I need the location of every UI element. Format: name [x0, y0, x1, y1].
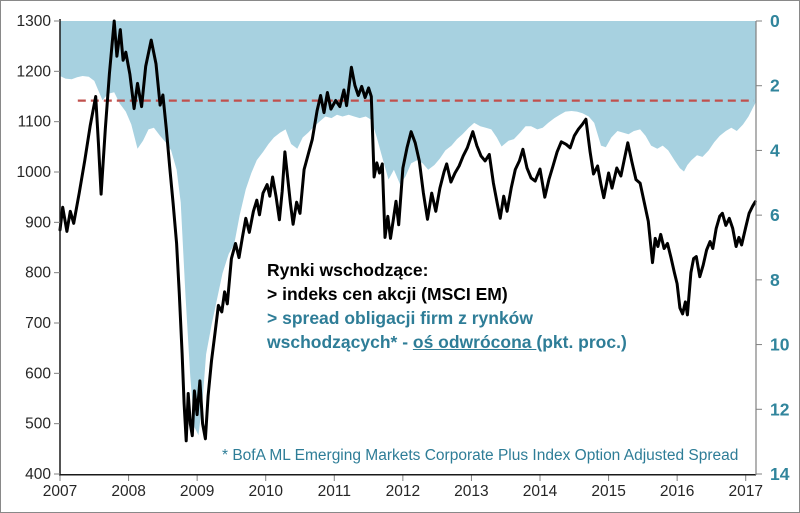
x-axis-label: 2017	[728, 483, 762, 500]
x-axis-label: 2010	[248, 483, 283, 500]
right-axis-label: 4	[770, 140, 780, 160]
x-axis-label: 2011	[318, 483, 351, 500]
right-axis-label: 12	[770, 399, 790, 419]
left-axis-label: 500	[25, 416, 51, 433]
right-axis-label: 10	[770, 335, 790, 355]
x-axis-label: 2008	[111, 483, 145, 500]
right-axis-label: 2	[770, 76, 780, 96]
left-axis-label: 800	[25, 265, 51, 282]
right-axis-label: 6	[770, 205, 780, 225]
x-axis-label: 2009	[180, 483, 214, 500]
left-axis-label: 900	[25, 214, 51, 231]
left-axis-label: 1100	[18, 114, 52, 131]
x-axis-label: 2015	[591, 483, 625, 500]
right-axis-label: 0	[770, 11, 780, 31]
right-axis-label: 8	[770, 270, 780, 290]
left-axis-label: 700	[25, 315, 51, 332]
left-axis-label: 1200	[17, 63, 52, 80]
spread-area-series	[60, 21, 756, 436]
left-axis-label: 1000	[17, 164, 52, 181]
msci-index-line	[58, 19, 757, 443]
left-axis-label: 1300	[17, 13, 52, 30]
x-axis-label: 2014	[523, 483, 558, 500]
left-axis-label: 400	[25, 466, 51, 483]
x-axis-label: 2012	[386, 483, 420, 500]
x-axis-label: 2016	[660, 483, 694, 500]
x-axis-label: 2007	[43, 483, 77, 500]
x-axis-label: 2013	[454, 483, 488, 500]
right-axis-label: 14	[770, 464, 790, 484]
left-axis-label: 600	[25, 365, 51, 382]
